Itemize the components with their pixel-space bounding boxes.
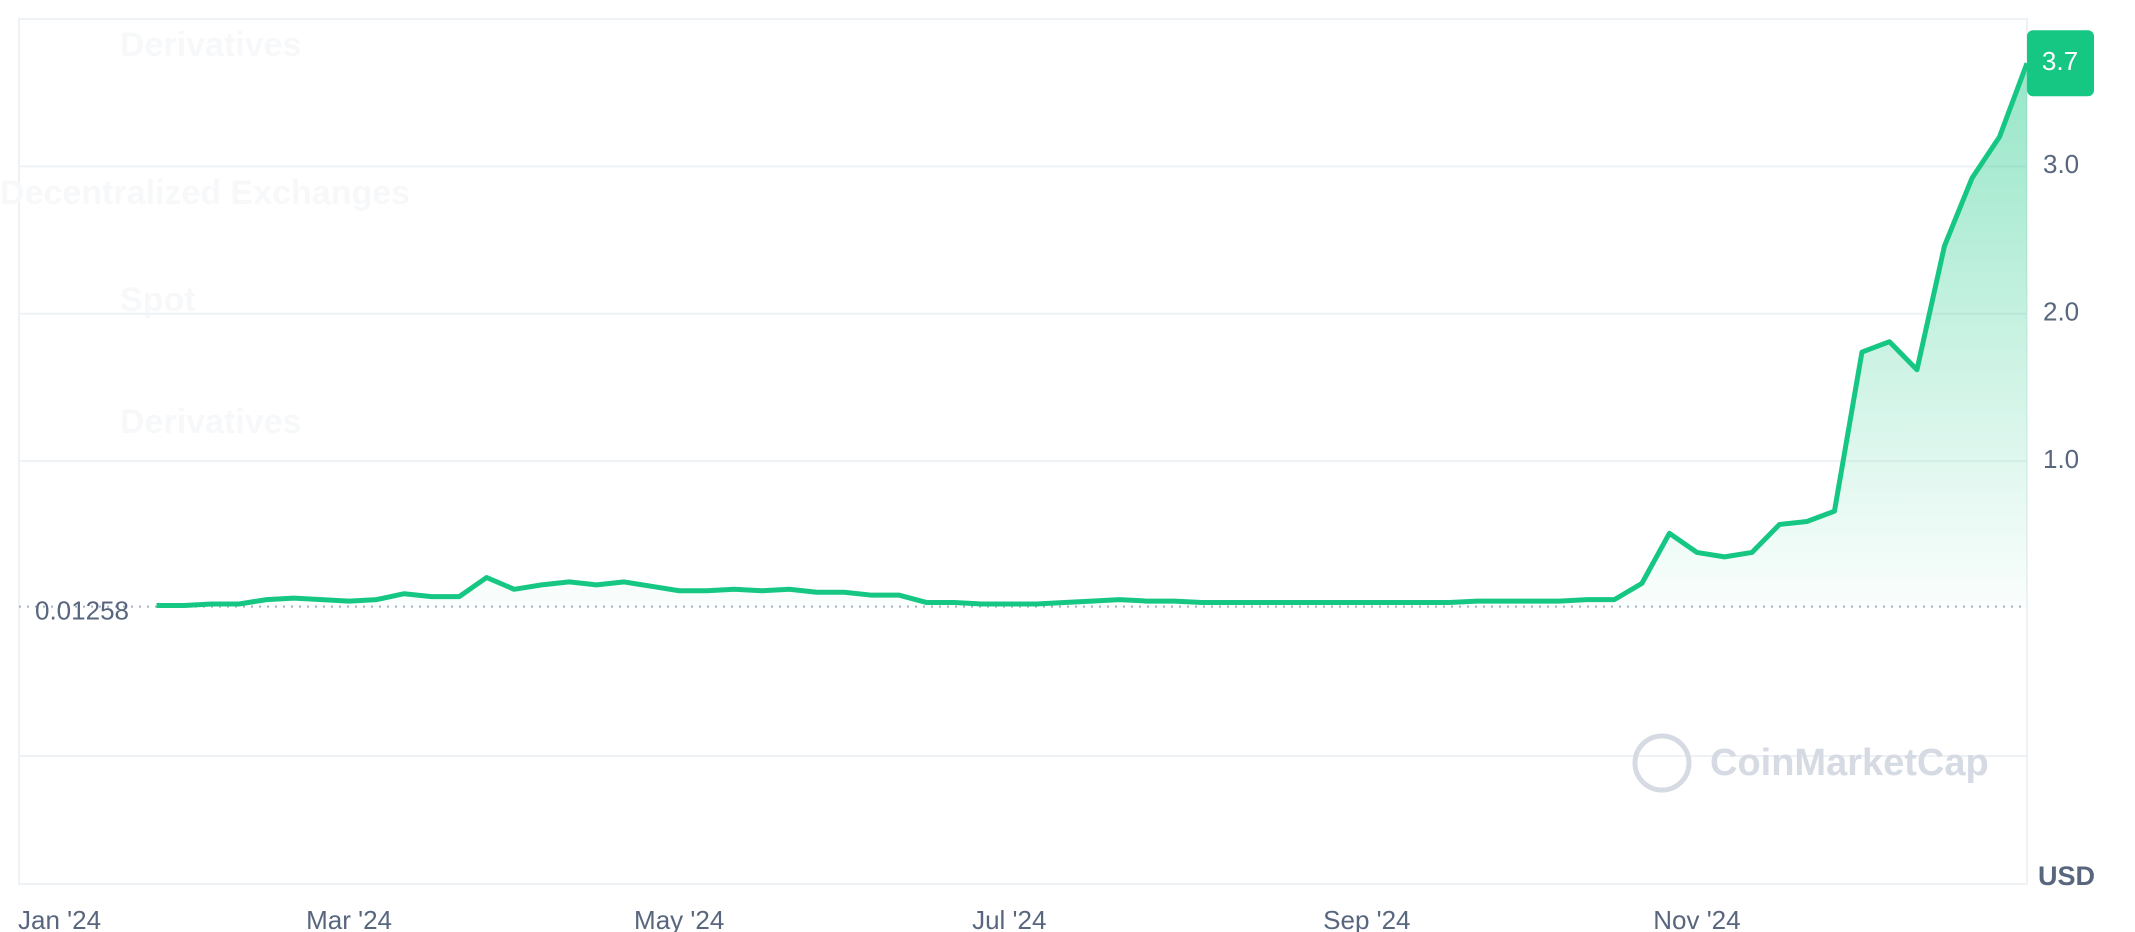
overlay-text: Derivatives [120, 403, 301, 441]
x-tick-label: Nov '24 [1653, 905, 1740, 932]
y-tick-label: 2.0 [2043, 297, 2079, 327]
y-tick-label: 1.0 [2043, 444, 2079, 474]
watermark-logo [1632, 733, 1692, 793]
x-tick-label: Jul '24 [972, 905, 1046, 932]
area [156, 63, 2028, 607]
x-tick-label: Mar '24 [306, 905, 392, 932]
y-unit: USD [2038, 861, 2095, 891]
overlay-menu: Derivatives Decentralized Exchanges Spot… [0, 26, 410, 441]
baseline-label: 0.01258 [35, 595, 129, 625]
overlay-text: Spot [120, 281, 196, 319]
x-tick-label: May '24 [634, 905, 724, 932]
overlay-text: Derivatives [120, 26, 301, 64]
last-price-box [2027, 30, 2094, 97]
price-line [156, 62, 2030, 608]
x-tick-label: Jan '24 [18, 905, 101, 932]
last-price-label: 3.7 [2042, 46, 2078, 76]
x-tick-label: Sep '24 [1323, 905, 1410, 932]
overlay-text: Decentralized Exchanges [0, 174, 410, 212]
y-tick-label: 3.0 [2043, 149, 2079, 179]
watermark: CoinMarketCap [1710, 742, 1989, 784]
